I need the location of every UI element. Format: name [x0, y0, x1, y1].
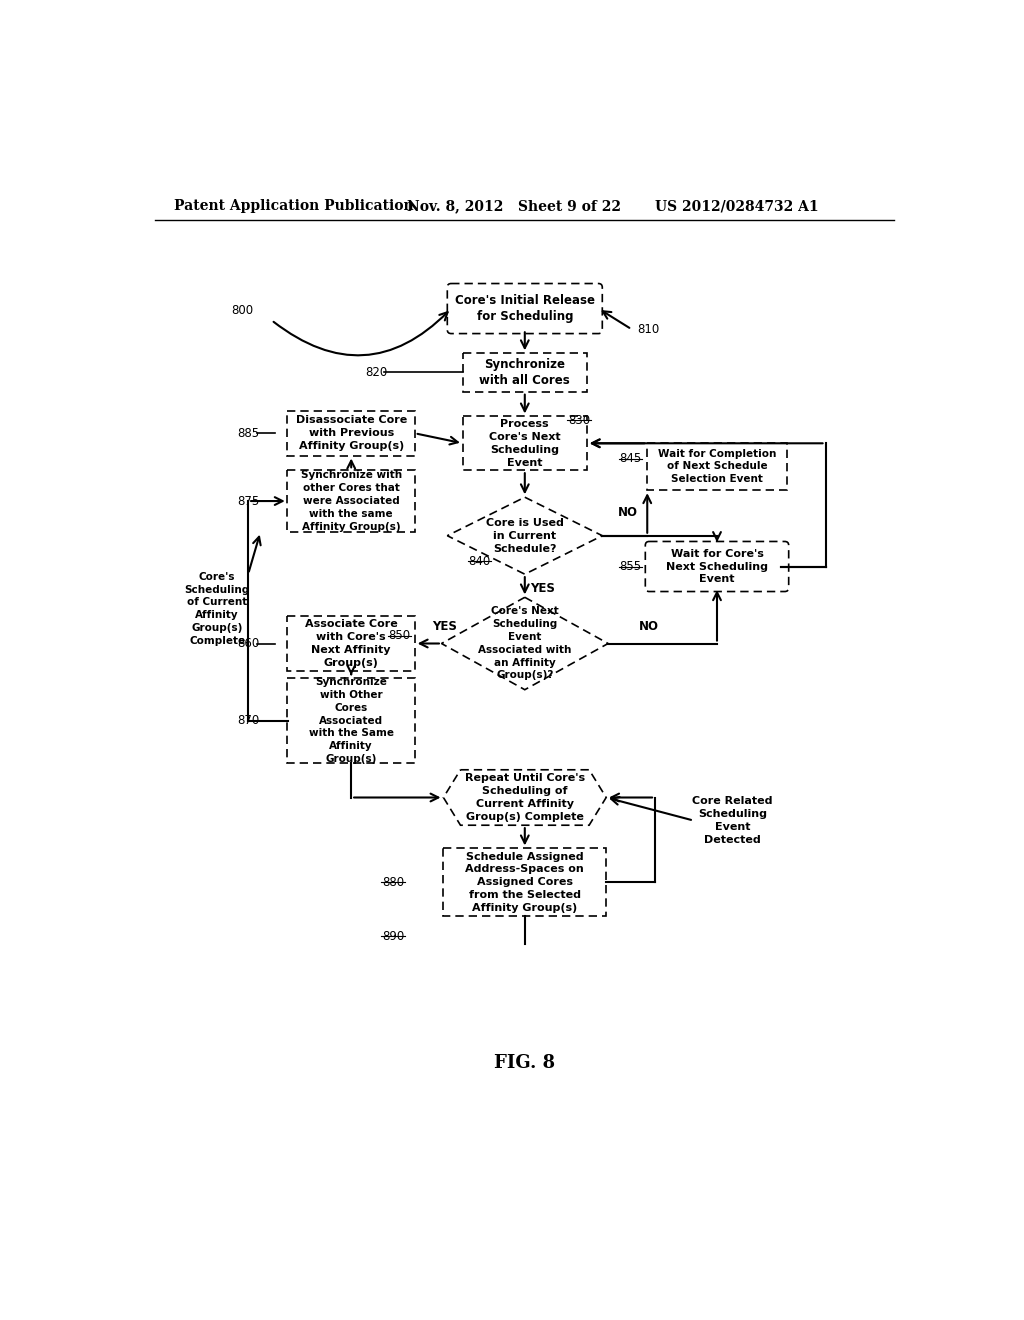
Text: YES: YES — [432, 620, 457, 634]
Text: 845: 845 — [620, 453, 641, 465]
Text: 840: 840 — [469, 554, 490, 568]
Text: Disassociate Core
with Previous
Affinity Group(s): Disassociate Core with Previous Affinity… — [296, 416, 407, 451]
Text: Synchronize
with Other
Cores
Associated
with the Same
Affinity
Group(s): Synchronize with Other Cores Associated … — [308, 677, 393, 764]
Text: FIG. 8: FIG. 8 — [495, 1055, 555, 1072]
Text: NO: NO — [639, 620, 658, 634]
Text: 885: 885 — [238, 426, 259, 440]
Text: 800: 800 — [231, 305, 254, 317]
Text: 855: 855 — [620, 560, 641, 573]
Polygon shape — [441, 597, 608, 689]
Text: Core's Next
Scheduling
Event
Associated with
an Affinity
Group(s)?: Core's Next Scheduling Event Associated … — [478, 606, 571, 681]
Text: Wait for Core's
Next Scheduling
Event: Wait for Core's Next Scheduling Event — [666, 549, 768, 585]
FancyBboxPatch shape — [288, 615, 415, 671]
FancyBboxPatch shape — [288, 470, 415, 532]
Text: 860: 860 — [237, 638, 259, 649]
Text: YES: YES — [530, 582, 555, 594]
Text: 830: 830 — [568, 413, 590, 426]
Text: Core Related
Scheduling
Event
Detected: Core Related Scheduling Event Detected — [692, 796, 773, 845]
Text: Patent Application Publication: Patent Application Publication — [174, 199, 414, 213]
Text: Synchronize
with all Cores: Synchronize with all Cores — [479, 358, 570, 387]
Text: Schedule Assigned
Address-Spaces on
Assigned Cores
from the Selected
Affinity Gr: Schedule Assigned Address-Spaces on Assi… — [466, 851, 584, 913]
Text: Core's Initial Release
for Scheduling: Core's Initial Release for Scheduling — [455, 294, 595, 323]
Text: Nov. 8, 2012   Sheet 9 of 22: Nov. 8, 2012 Sheet 9 of 22 — [407, 199, 621, 213]
Text: Repeat Until Core's
Scheduling of
Current Affinity
Group(s) Complete: Repeat Until Core's Scheduling of Curren… — [465, 774, 585, 821]
Text: 875: 875 — [237, 495, 259, 508]
FancyBboxPatch shape — [463, 416, 587, 470]
Text: NO: NO — [617, 506, 638, 519]
Text: Process
Core's Next
Scheduling
Event: Process Core's Next Scheduling Event — [489, 420, 560, 467]
Text: 890: 890 — [382, 929, 404, 942]
FancyBboxPatch shape — [645, 541, 788, 591]
Text: 880: 880 — [382, 875, 404, 888]
Text: US 2012/0284732 A1: US 2012/0284732 A1 — [655, 199, 818, 213]
Polygon shape — [443, 770, 606, 825]
Text: Associate Core
with Core's
Next Affinity
Group(s): Associate Core with Core's Next Affinity… — [305, 619, 397, 668]
Text: 850: 850 — [388, 630, 411, 643]
FancyBboxPatch shape — [443, 849, 606, 916]
Text: 870: 870 — [237, 714, 259, 727]
Text: 820: 820 — [365, 366, 387, 379]
Text: Core's
Scheduling
of Current
Affinity
Group(s)
Complete: Core's Scheduling of Current Affinity Gr… — [184, 572, 250, 645]
FancyBboxPatch shape — [288, 678, 415, 763]
Polygon shape — [447, 498, 602, 574]
Text: 810: 810 — [638, 323, 659, 335]
Text: Core is Used
in Current
Schedule?: Core is Used in Current Schedule? — [485, 517, 564, 553]
FancyBboxPatch shape — [647, 442, 786, 490]
FancyBboxPatch shape — [288, 411, 415, 455]
Text: Synchronize with
other Cores that
were Associated
with the same
Affinity Group(s: Synchronize with other Cores that were A… — [301, 470, 401, 532]
FancyBboxPatch shape — [463, 354, 587, 392]
Text: Wait for Completion
of Next Schedule
Selection Event: Wait for Completion of Next Schedule Sel… — [657, 449, 776, 484]
FancyBboxPatch shape — [447, 284, 602, 334]
